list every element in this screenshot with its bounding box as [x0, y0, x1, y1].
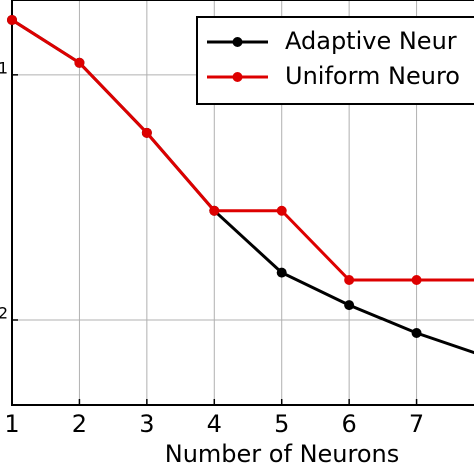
point — [344, 274, 355, 285]
x-tick-label: 4 — [207, 410, 222, 438]
y-tick-label: 1 — [0, 58, 8, 77]
x-tick-label: 1 — [4, 410, 19, 438]
point — [344, 300, 355, 311]
x-tick-label: 7 — [409, 410, 424, 438]
x-tick-label: 6 — [342, 410, 357, 438]
line — [11, 18, 474, 282]
point — [411, 274, 422, 285]
y-tick-label: 2 — [0, 303, 8, 322]
legend-marker — [232, 72, 243, 82]
legend-label: Adaptive Neur — [285, 27, 457, 55]
x-axis-label: Number of Neurons — [165, 440, 399, 468]
point — [276, 267, 287, 278]
point — [276, 205, 287, 216]
point — [141, 127, 152, 138]
point — [411, 327, 422, 338]
x-tick-label: 5 — [274, 410, 289, 438]
x-tick-label: 2 — [72, 410, 87, 438]
point — [74, 57, 85, 68]
point — [209, 205, 220, 216]
point — [7, 14, 17, 25]
legend-box — [196, 16, 474, 105]
plot-frame — [11, 0, 474, 406]
legend-label: Uniform Neuro — [285, 62, 460, 90]
legend-marker — [232, 37, 243, 47]
x-tick-label: 3 — [139, 410, 154, 438]
